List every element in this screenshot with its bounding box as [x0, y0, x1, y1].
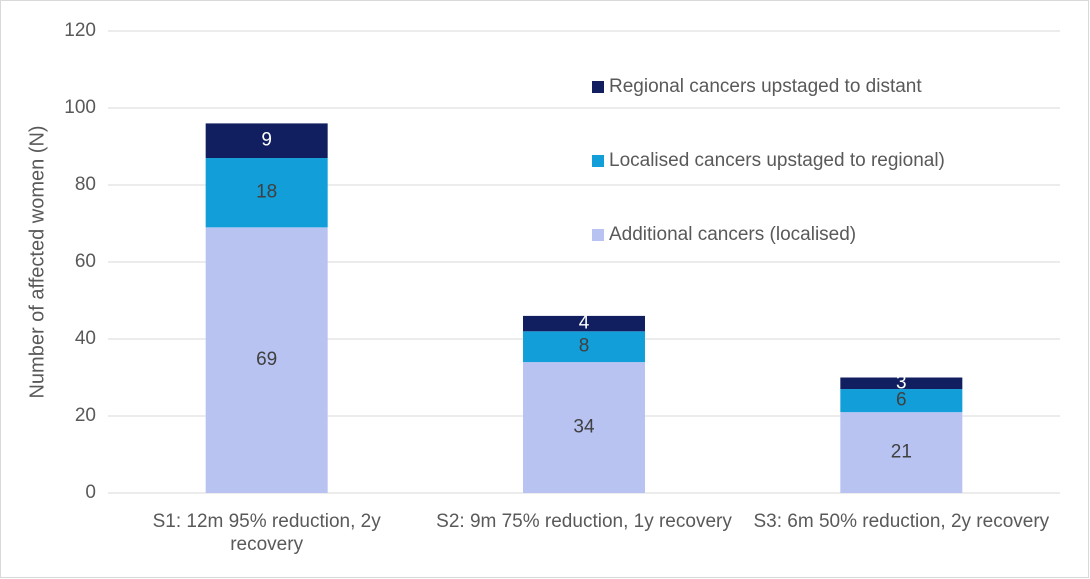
bar-segment [205, 158, 328, 228]
bar-segment [205, 227, 328, 493]
bar-segment [523, 362, 645, 493]
y-tick-label: 0 [85, 482, 96, 503]
y-tick-label: 20 [75, 405, 96, 426]
legend-label: Localised cancers upstaged to regional) [609, 150, 945, 171]
legend-swatch [592, 229, 604, 241]
y-axis-label: Number of affected women (N) [26, 125, 48, 398]
y-tick-label: 120 [64, 20, 96, 41]
bar-segment [523, 331, 645, 363]
y-tick-label: 60 [75, 251, 96, 272]
legend-swatch [592, 155, 604, 167]
x-tick-label: S3: 6m 50% reduction, 2y recovery [753, 511, 1050, 532]
bar-segment [205, 123, 328, 159]
data-label: 8 [579, 336, 590, 357]
data-label: 3 [896, 372, 907, 393]
data-label: 9 [261, 130, 272, 151]
legend-label: Regional cancers upstaged to distant [609, 76, 922, 97]
legend-swatch [592, 81, 604, 93]
x-tick-label: S1: 12m 95% reduction, 2y recovery [152, 511, 381, 555]
data-label: 69 [256, 349, 277, 370]
x-tick-label: S2: 9m 75% reduction, 1y recovery [436, 511, 732, 532]
data-label: 21 [891, 442, 912, 463]
y-tick-label: 80 [75, 174, 96, 195]
data-label: 18 [256, 182, 277, 203]
y-tick-label: 100 [64, 97, 96, 118]
bar-segment [840, 377, 963, 390]
bar-segment [840, 412, 963, 493]
legend-label: Additional cancers (localised) [609, 224, 856, 245]
y-tick-label: 40 [75, 328, 96, 349]
data-label: 6 [896, 390, 907, 411]
data-label: 4 [579, 313, 590, 334]
bar-segment [523, 315, 645, 332]
data-label: 34 [573, 417, 595, 438]
bar-segment [840, 389, 963, 413]
